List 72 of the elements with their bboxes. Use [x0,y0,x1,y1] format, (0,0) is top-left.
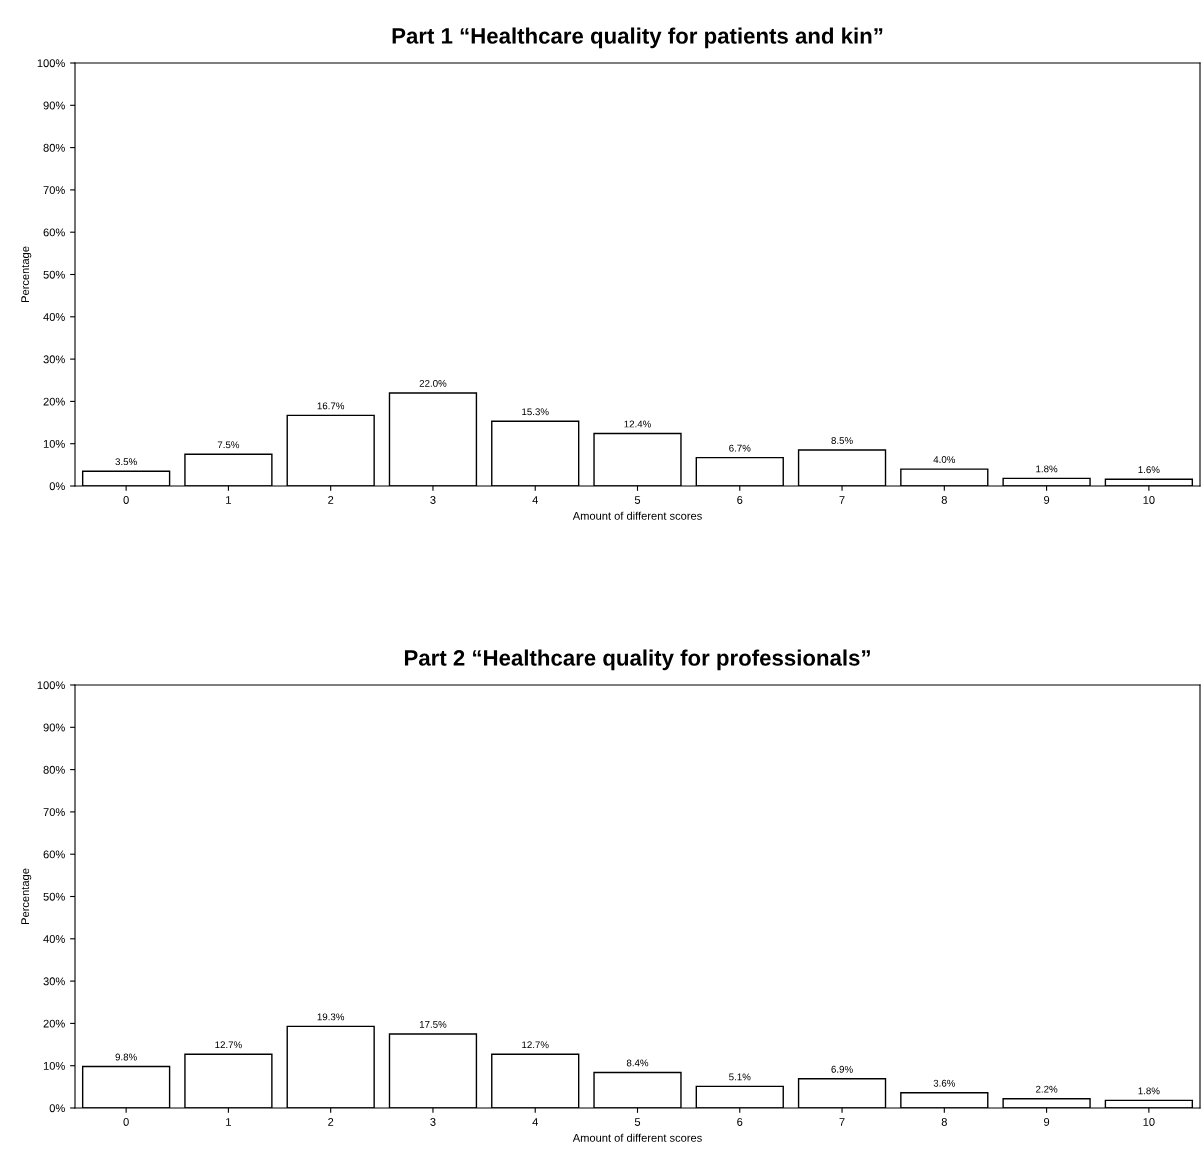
y-tick-label: 70% [43,808,65,817]
y-tick-label: 0% [49,1104,65,1113]
data-label: 8.4% [626,1059,649,1067]
y-tick-label: 20% [43,397,65,406]
data-label: 5.1% [729,1073,751,1081]
data-label: 12.4% [624,420,651,428]
x-tick-label: 4 [532,496,538,504]
y-tick-label: 60% [43,228,65,237]
data-label: 22.0% [419,379,447,387]
x-tick-label: 2 [328,1118,334,1126]
y-tick-label: 30% [43,977,65,986]
x-tick-label: 7 [839,1118,845,1126]
x-tick-label: 6 [737,496,743,504]
y-tick-label: 40% [43,935,65,943]
y-axis-title: Percentage [21,246,32,302]
y-tick-label: 50% [43,270,65,279]
x-axis-title: Amount of different scores [572,511,702,520]
x-tick-label: 1 [226,496,231,504]
data-label: 2.2% [1036,1085,1058,1093]
y-tick-label: 20% [43,1019,65,1028]
y-tick-label: 60% [43,850,65,859]
x-tick-label: 5 [634,496,641,504]
x-tick-label: 2 [328,496,334,504]
y-tick-label: 30% [43,355,65,364]
x-tick-label: 8 [941,1118,947,1126]
x-tick-label: 4 [532,1118,538,1126]
data-label: 1.8% [1138,1087,1160,1095]
data-label: 9.8% [115,1053,137,1061]
y-tick-label: 10% [43,1061,65,1070]
x-tick-label: 9 [1044,496,1050,504]
data-label: 19.3% [317,1013,345,1021]
data-label: 8.5% [831,437,853,444]
data-label: 17.5% [419,1021,447,1028]
y-tick-label: 90% [43,101,65,110]
x-tick-label: 1 [226,1118,231,1126]
data-label: 6.7% [729,444,751,452]
x-tick-label: 7 [839,496,845,504]
y-tick-label: 50% [43,892,65,901]
x-tick-label: 0 [123,1118,129,1126]
x-tick-label: 8 [941,496,947,504]
data-label: 3.5% [115,458,137,466]
data-label: 3.6% [933,1079,956,1087]
y-tick-label: 90% [43,723,65,732]
y-tick-label: 100% [37,681,65,690]
data-label: 4.0% [933,456,956,463]
y-tick-label: 80% [43,143,65,152]
data-label: 6.9% [831,1065,853,1073]
y-tick-label: 0% [49,482,65,491]
x-axis-title: Amount of different scores [572,1133,702,1142]
data-label: 12.7% [522,1041,549,1049]
x-tick-label: 3 [430,1118,436,1126]
y-tick-label: 100% [37,59,65,68]
chart-title: Part 1 “Healthcare quality for patients and kin” [392,27,883,49]
y-axis-title: Percentage [21,868,32,924]
x-tick-label: 6 [737,1118,743,1126]
data-label: 12.7% [215,1041,242,1049]
data-label: 1.8% [1036,465,1058,473]
x-tick-label: 3 [430,496,436,504]
data-label: 16.7% [317,402,345,410]
x-tick-label: 9 [1044,1118,1050,1126]
data-label: 7.5% [217,441,240,449]
x-tick-label: 10 [1143,1118,1155,1126]
x-tick-label: 10 [1143,496,1155,504]
y-tick-label: 40% [43,313,65,321]
y-tick-label: 70% [43,186,65,195]
y-tick-label: 10% [43,439,65,448]
x-tick-label: 0 [123,496,129,504]
data-label: 15.3% [522,408,549,416]
y-tick-label: 80% [43,765,65,774]
data-label: 1.6% [1138,466,1160,474]
x-tick-label: 5 [634,1118,641,1126]
chart-title: Part 2 “Healthcare quality for professionals” [404,649,870,671]
